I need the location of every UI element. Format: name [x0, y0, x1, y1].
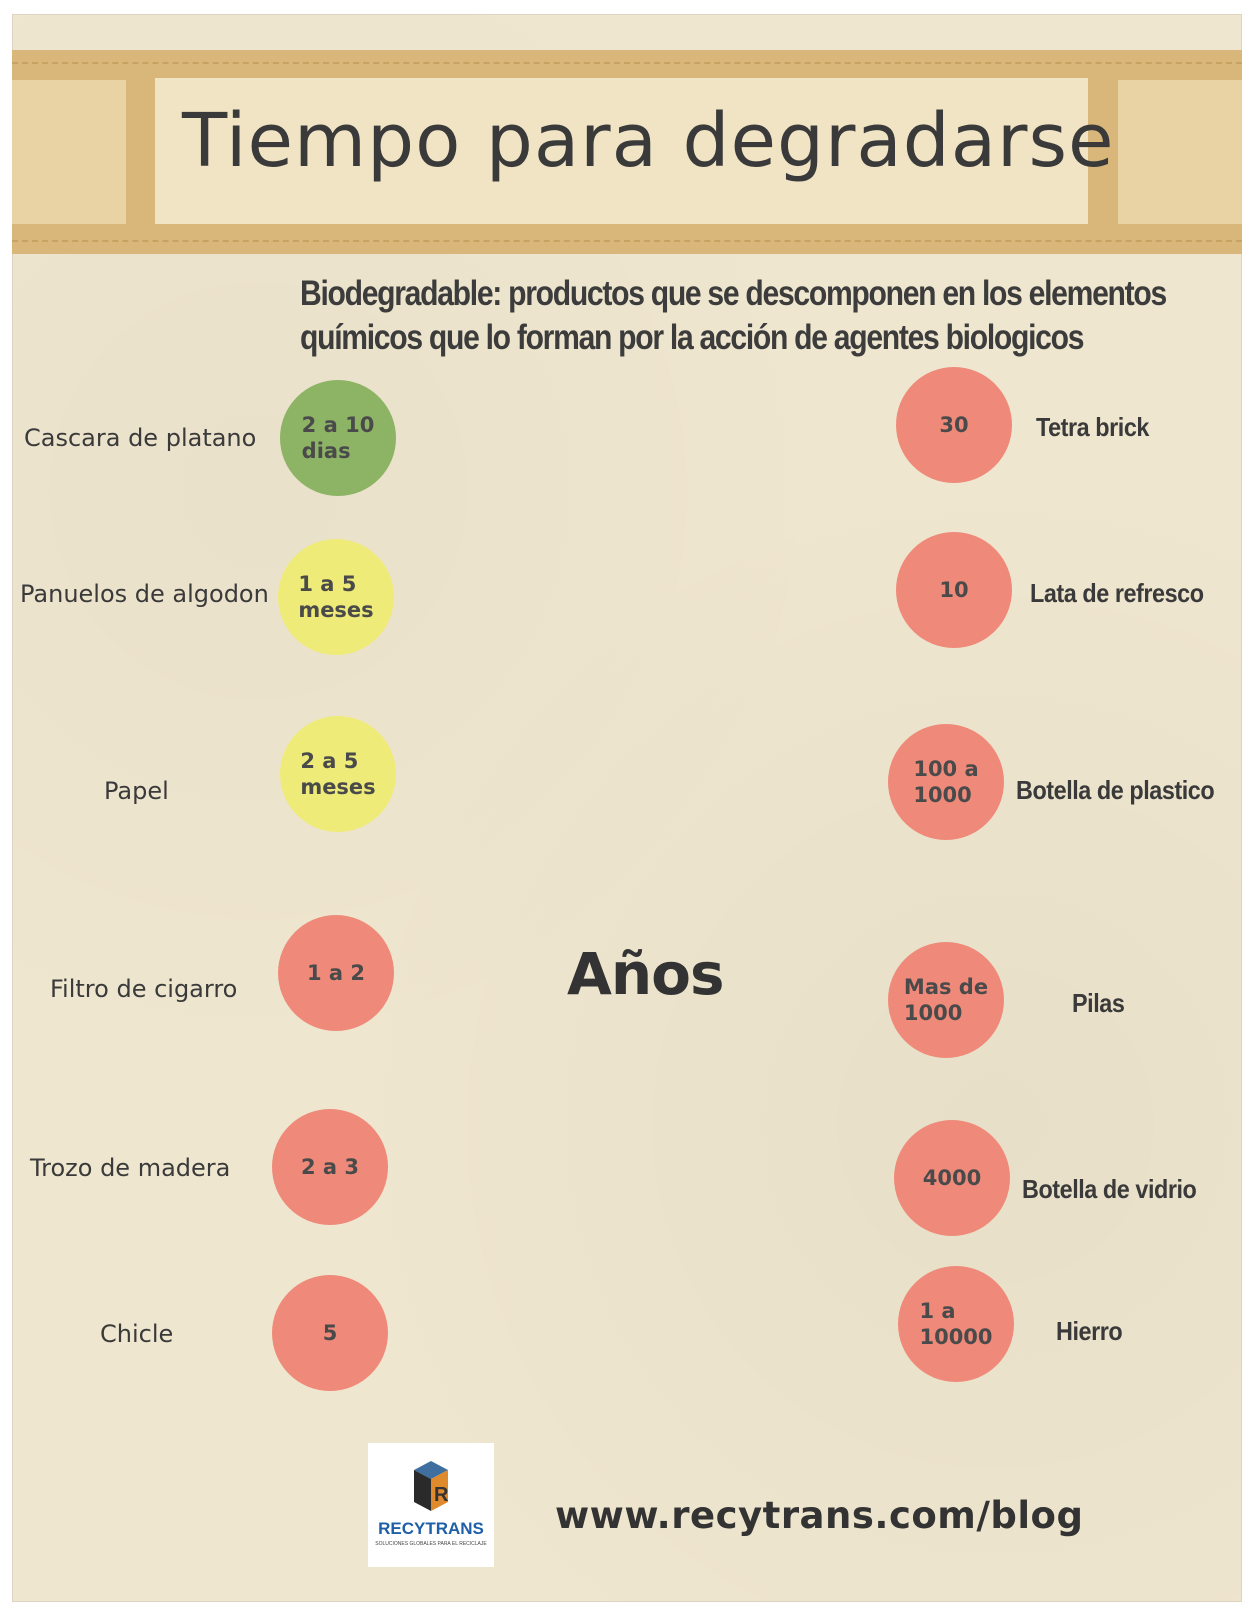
subtitle-line-2: químicos que lo forman por la acción de … [300, 318, 1084, 357]
time-circle-panuelos: 1 a 5 meses [278, 539, 394, 655]
item-label-filtro: Filtro de cigarro [50, 975, 238, 1003]
item-label-chicle: Chicle [100, 1320, 174, 1348]
time-value-botella-plastico: 100 a 1000 [913, 757, 979, 807]
svg-text:R: R [434, 1484, 449, 1506]
recytrans-logo: R RECYTRANS SOLUCIONES GLOBALES PARA EL … [368, 1443, 494, 1567]
time-circle-hierro: 1 a 10000 [898, 1266, 1014, 1382]
item-label-pilas: Pilas [1072, 988, 1125, 1018]
logo-tagline: SOLUCIONES GLOBALES PARA EL RECICLAJE [375, 1541, 487, 1547]
item-label-tetra: Tetra brick [1036, 412, 1149, 442]
time-circle-botella-vidrio: 4000 [894, 1120, 1010, 1236]
band-panel-right [1118, 80, 1242, 224]
item-label-cascara: Cascara de platano [24, 424, 257, 452]
subtitle-line-1: Biodegradable: productos que se descompo… [300, 274, 1167, 313]
time-circle-papel: 2 a 5 meses [280, 716, 396, 832]
time-value-chicle: 5 [322, 1321, 338, 1345]
item-label-hierro: Hierro [1056, 1316, 1123, 1346]
time-circle-madera: 2 a 3 [272, 1109, 388, 1225]
item-label-madera: Trozo de madera [30, 1154, 231, 1182]
band-stitch-bottom [12, 240, 1242, 242]
band-panel-left [12, 80, 126, 224]
time-circle-lata: 10 [896, 532, 1012, 648]
blog-url[interactable]: www.recytrans.com/blog [555, 1494, 1084, 1537]
title-box [155, 78, 1088, 224]
cube-logo-icon: R [414, 1461, 449, 1511]
time-value-filtro: 1 a 2 [306, 961, 366, 985]
paper-background [12, 14, 1242, 1602]
time-value-panuelos: 1 a 5 meses [298, 572, 374, 622]
time-value-tetra: 30 [939, 413, 969, 437]
time-circle-tetra: 30 [896, 367, 1012, 483]
time-value-botella-vidrio: 4000 [922, 1166, 982, 1190]
subtitle: Biodegradable: productos que se descompo… [300, 272, 1167, 360]
time-circle-cascara: 2 a 10 dias [280, 380, 396, 496]
time-circle-filtro: 1 a 2 [278, 915, 394, 1031]
item-label-papel: Papel [104, 777, 169, 805]
logo-name: RECYTRANS [378, 1519, 484, 1538]
time-value-lata: 10 [939, 578, 969, 602]
band-stitch-top [12, 62, 1242, 64]
time-circle-pilas: Mas de 1000 [888, 942, 1004, 1058]
unit-label-anos: Años [567, 940, 725, 1008]
time-value-papel: 2 a 5 meses [300, 749, 376, 799]
item-label-botella-vidrio: Botella de vidrio [1022, 1174, 1197, 1204]
time-value-hierro: 1 a 10000 [919, 1299, 993, 1349]
item-label-botella-plastico: Botella de plastico [1016, 775, 1215, 805]
time-value-madera: 2 a 3 [300, 1155, 360, 1179]
item-label-panuelos: Panuelos de algodon [20, 580, 269, 608]
item-label-lata: Lata de refresco [1030, 578, 1204, 608]
time-circle-chicle: 5 [272, 1275, 388, 1391]
time-value-cascara: 2 a 10 dias [301, 413, 375, 463]
time-value-pilas: Mas de 1000 [903, 975, 989, 1025]
page-title: Tiempo para degradarse [182, 98, 1115, 184]
time-circle-botella-plastico: 100 a 1000 [888, 724, 1004, 840]
